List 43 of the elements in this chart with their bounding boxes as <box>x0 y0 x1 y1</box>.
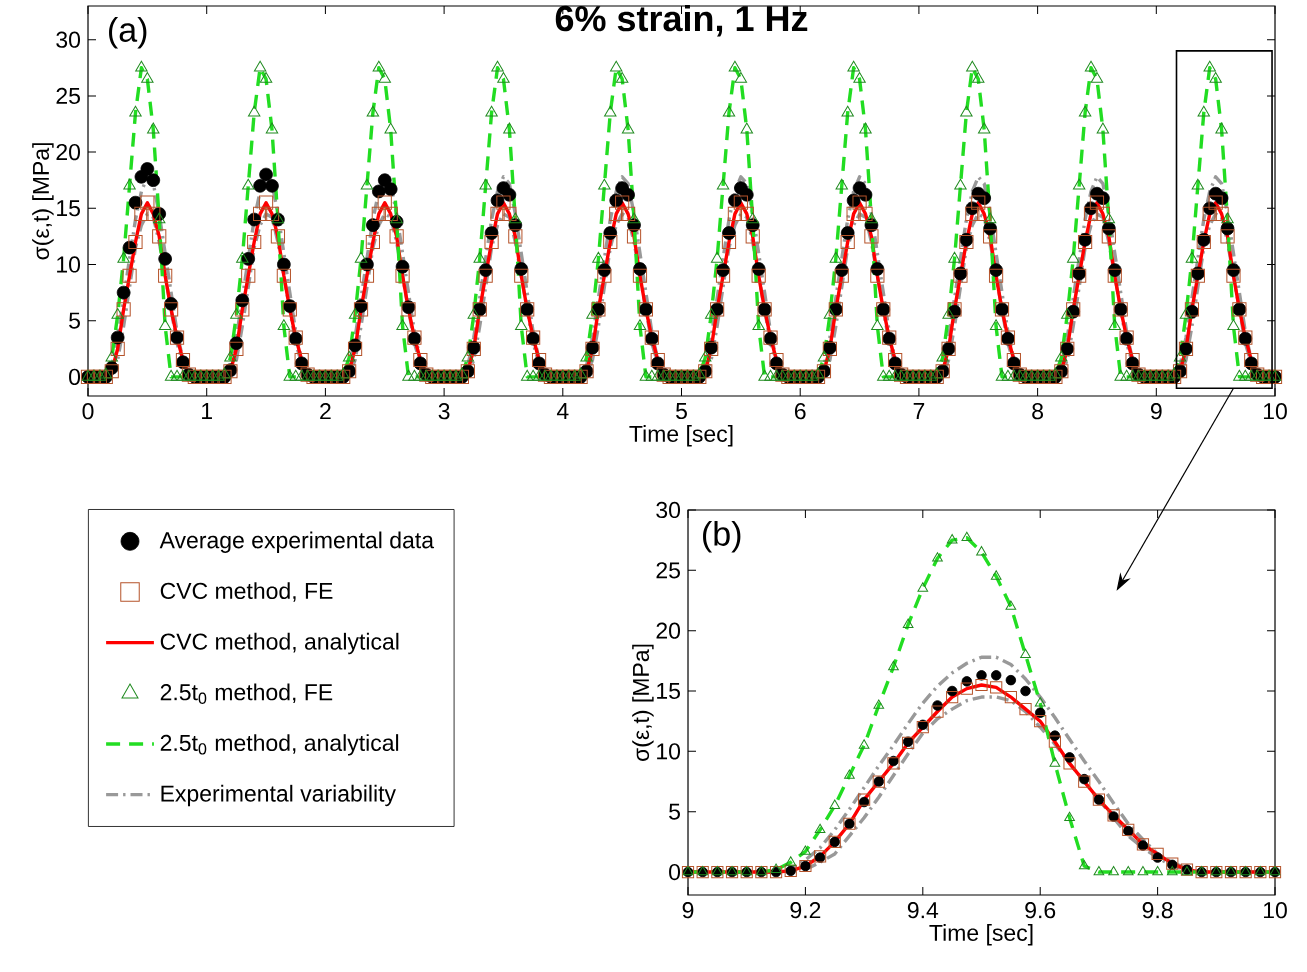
y-tick-label: 30 <box>56 31 81 48</box>
x-tick-label: 0 <box>82 403 94 420</box>
annotation: (a) <box>109 16 147 49</box>
chart-title: 6% strain, 1 Hz <box>555 4 808 37</box>
x-tick-label: 9.2 <box>790 902 821 919</box>
y-tick-label: 10 <box>57 256 81 273</box>
x-tick-label: 10 <box>1263 902 1287 919</box>
x-tick-label: 9.6 <box>1025 902 1056 919</box>
y-tick-label: 5 <box>69 312 80 329</box>
y-tick-label: 25 <box>656 562 680 579</box>
y-tick-label: 0 <box>669 863 681 881</box>
x-tick-label: 3 <box>438 403 450 420</box>
y-tick-label: 20 <box>656 622 681 639</box>
x-tick-label: 9 <box>1150 403 1162 420</box>
x-tick-label: 6 <box>794 403 806 420</box>
y-tick-label: 10 <box>657 743 681 760</box>
y-tick-label: 30 <box>656 501 681 519</box>
x-tick-label: 9 <box>682 902 694 919</box>
x-tick-label: 1 <box>202 403 212 419</box>
y-tick-label: 15 <box>57 200 80 217</box>
x-tick-label: 10 <box>1263 403 1287 420</box>
y-tick-label: 5 <box>669 803 680 820</box>
y-tick-label: 25 <box>56 87 80 105</box>
x-axis-title: Time [sec] <box>629 425 733 447</box>
legend-label: 2.5t$_{0}$ method, FE <box>160 683 333 704</box>
y-axis-title: σ(ε,t) [MPa] <box>632 644 654 762</box>
legend-label: Experimental variability <box>161 784 396 807</box>
legend-label: 2.5t$_{0}$ method, analytical <box>160 734 399 756</box>
y-tick-label: 0 <box>69 368 81 386</box>
x-tick-label: 9.4 <box>907 902 939 919</box>
legend-label: CVC method, analytical <box>160 632 399 655</box>
x-axis-title: Time [sec] <box>929 924 1033 946</box>
x-tick-label: 9.8 <box>1142 902 1173 919</box>
y-tick-label: 20 <box>56 143 81 161</box>
y-axis-title: σ(ε,t) [MPa] <box>32 143 54 260</box>
y-tick-label: 15 <box>657 683 680 700</box>
x-tick-label: 7 <box>913 403 925 419</box>
annotation: (b) <box>703 520 741 553</box>
x-tick-label: 8 <box>1032 403 1044 420</box>
legend-label: CVC method, FE <box>160 582 333 602</box>
x-tick-label: 4 <box>556 403 569 419</box>
x-tick-label: 2 <box>320 403 331 420</box>
legend-label: Average experimental data <box>159 531 435 553</box>
